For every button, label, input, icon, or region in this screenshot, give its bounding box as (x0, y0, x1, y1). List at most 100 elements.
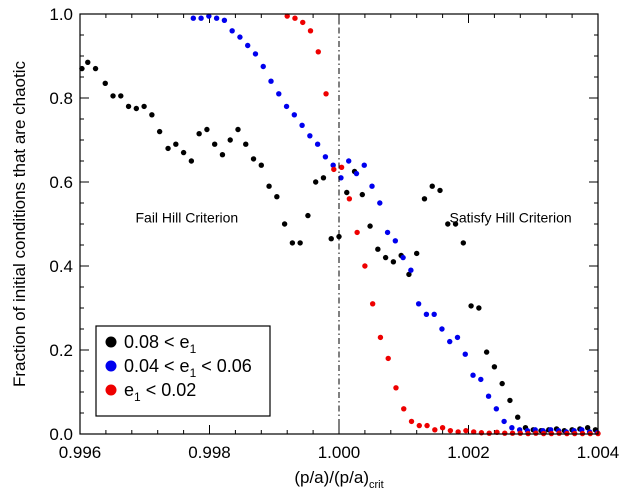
data-point (211, 141, 218, 147)
data-point (315, 49, 321, 55)
data-point (252, 51, 259, 57)
data-point (289, 240, 296, 246)
x-tick-label: 0.998 (188, 443, 231, 462)
data-point (125, 103, 132, 110)
data-point (344, 189, 350, 196)
data-point (312, 179, 319, 185)
data-point (266, 183, 272, 189)
data-point (408, 418, 415, 425)
data-point (221, 17, 228, 23)
data-point (173, 141, 179, 147)
data-point (291, 112, 298, 118)
data-point (362, 263, 368, 269)
data-point (369, 183, 375, 189)
data-point (237, 34, 243, 40)
legend-marker (105, 384, 117, 396)
frame-layer (79, 13, 599, 435)
data-point (204, 126, 210, 133)
data-point (460, 240, 467, 246)
data-point (584, 425, 591, 431)
data-point (320, 175, 327, 181)
data-point (297, 240, 303, 246)
data-point (452, 221, 459, 227)
data-point (102, 80, 108, 87)
data-point (408, 267, 414, 273)
data-point (499, 380, 505, 387)
data-point (485, 393, 492, 399)
data-point (338, 164, 345, 170)
data-point (533, 430, 539, 436)
data-point (432, 427, 438, 433)
data-point (165, 145, 171, 152)
data-point (447, 338, 453, 345)
data-point (92, 65, 99, 72)
data-point (305, 212, 311, 219)
data-point (227, 137, 233, 143)
annotations-layer: Fail Hill Criterion Satisfy Hill Criterio… (135, 210, 571, 226)
data-point (260, 63, 266, 70)
data-point (299, 122, 305, 128)
data-point (515, 414, 521, 420)
data-point (258, 162, 264, 168)
legend-label: 0.04 < e1 < 0.06 (124, 356, 252, 380)
data-point (307, 28, 314, 34)
data-point (382, 254, 389, 261)
data-point (281, 221, 288, 227)
data-point (141, 103, 147, 110)
series-3 (284, 13, 601, 437)
y-tick-label: 0.6 (49, 173, 73, 192)
annotation-satisfy-hill: Satisfy Hill Criterion (450, 210, 572, 226)
data-point (359, 191, 366, 198)
data-point (445, 221, 451, 227)
legend-marker (105, 336, 117, 348)
data-point (235, 126, 241, 133)
data-point (431, 311, 437, 317)
series-2 (190, 13, 601, 436)
data-point (454, 334, 461, 341)
data-point (198, 15, 204, 21)
data-point (424, 422, 430, 429)
y-tick-label: 0.4 (49, 257, 73, 276)
data-point (462, 351, 468, 357)
data-point (447, 427, 454, 434)
data-point (353, 170, 360, 177)
data-point (268, 78, 274, 84)
data-point (346, 158, 352, 164)
data-point (196, 131, 202, 137)
data-point (468, 303, 474, 309)
data-point (314, 141, 321, 147)
data-point (338, 175, 344, 181)
data-point (283, 103, 290, 110)
data-point (133, 105, 140, 112)
ticks-layer: 0.996 0.998 1.000 1.002 1.004 0.0 0.2 0.4 0.6 0.8… (49, 5, 619, 462)
data-point (463, 427, 469, 434)
data-point (439, 425, 446, 431)
points-layer (79, 13, 601, 437)
axis-labels-layer: (p/a)/(p/a)crit Fraction of initial condi… (10, 61, 384, 491)
data-point (429, 183, 435, 189)
y-tick-label: 0.0 (49, 425, 73, 444)
y-tick-label: 0.2 (49, 341, 73, 360)
data-point (476, 305, 482, 311)
data-point (213, 15, 220, 21)
legend-label: e1 < 0.02 (124, 380, 196, 404)
data-point (392, 238, 399, 244)
data-point (274, 194, 280, 200)
data-point (110, 93, 116, 99)
x-tick-label: 1.002 (447, 443, 490, 462)
data-point (421, 196, 428, 202)
data-point (478, 376, 484, 383)
data-point (478, 430, 485, 436)
data-point (361, 162, 367, 168)
series-1 (79, 59, 599, 434)
legend-box (95, 325, 271, 417)
x-tick-label: 1.004 (577, 443, 620, 462)
data-point (470, 429, 477, 435)
x-tick-label: 1.000 (318, 443, 361, 462)
data-point (243, 141, 249, 147)
data-point (406, 271, 412, 278)
legend-marker (105, 360, 117, 372)
y-tick-label: 1.0 (49, 5, 73, 24)
